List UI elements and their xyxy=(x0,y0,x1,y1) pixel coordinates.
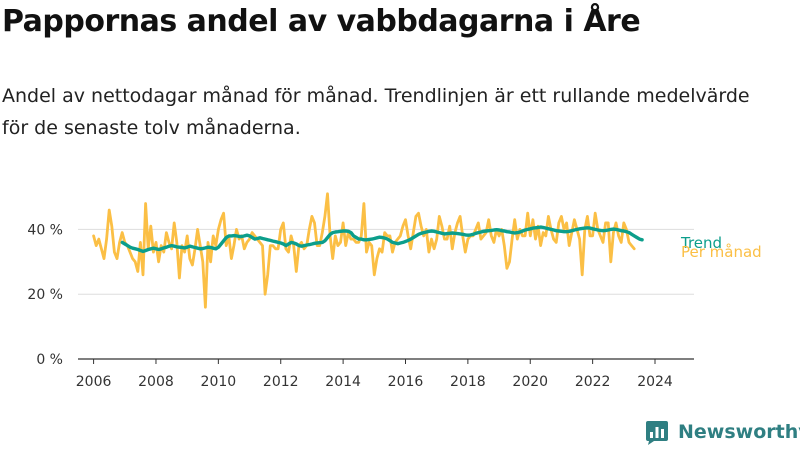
x-axis xyxy=(78,358,694,364)
x-tick-label: 2010 xyxy=(201,374,237,390)
y-tick-label: 40 % xyxy=(27,222,63,238)
series-label-per-manad: Per månad xyxy=(681,243,762,261)
x-tick-label: 2018 xyxy=(450,374,486,390)
series-line-trend xyxy=(120,225,644,254)
x-tick-label: 2024 xyxy=(637,374,673,390)
newsworthy-logo-icon xyxy=(646,421,668,445)
chart-title: Pappornas andel av vabbdagarna i Åre xyxy=(2,4,641,39)
newsworthy-logo-text: Newsworthy xyxy=(678,421,800,443)
series-label-trend: Trend xyxy=(680,234,722,252)
x-tick-label: 2008 xyxy=(138,374,174,390)
x-tick-label: 2014 xyxy=(325,374,361,390)
x-tick-label: 2006 xyxy=(76,374,112,390)
x-tick-label: 2012 xyxy=(263,374,299,390)
series-lines xyxy=(92,192,644,309)
chart-subtitle: Andel av nettodagar månad för månad. Tre… xyxy=(2,85,750,139)
x-tick-label: 2020 xyxy=(512,374,548,390)
x-tick-label: 2022 xyxy=(575,374,611,390)
y-tick-label: 0 % xyxy=(36,352,63,368)
x-tick-label: 2016 xyxy=(388,374,424,390)
y-tick-label: 20 % xyxy=(27,287,63,303)
series-line-per-manad xyxy=(92,192,636,309)
newsworthy-logo: Newsworthy xyxy=(644,419,800,445)
x-axis-labels: 2006 2008 2010 2012 2014 2016 2018 2020 2022 2024 xyxy=(76,374,673,390)
y-axis-labels: 0 % 20 % 40 % xyxy=(27,222,63,368)
